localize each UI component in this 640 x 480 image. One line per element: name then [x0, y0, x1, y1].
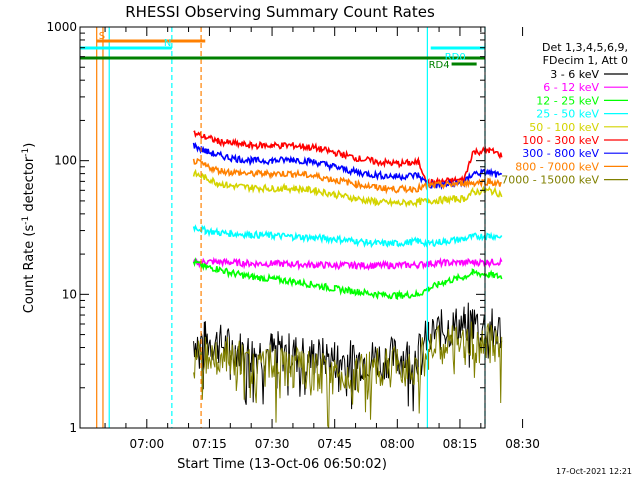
state-bar-label: N [164, 38, 171, 49]
x-tick-label: 07:45 [317, 437, 352, 451]
chart-title: RHESSI Observing Summary Count Rates [125, 3, 435, 21]
y-tick-label: 1 [69, 421, 77, 435]
legend-label-3: 12 - 25 keV [536, 94, 599, 107]
x-tick-label: 07:30 [255, 437, 290, 451]
legend-label-9: 7000 - 15000 keV [501, 174, 599, 187]
legend-label-6: 100 - 300 keV [522, 134, 599, 147]
plot-frame [79, 26, 486, 429]
timestamp: 17-Oct-2021 12:21 [556, 467, 632, 476]
legend-label-1: 3 - 6 keV [550, 68, 599, 81]
x-tick-label: 07:00 [130, 437, 165, 451]
series-trace-8 [192, 157, 502, 195]
y-tick-label: 1000 [46, 20, 77, 34]
series-trace-2 [192, 256, 503, 271]
y-axis: 1 10 100 1000 [46, 20, 485, 435]
x-tick-label: 08:15 [443, 437, 478, 451]
series-trace-9 [193, 321, 503, 429]
series-trace-5 [192, 168, 503, 209]
legend-label-7: 300 - 800 keV [522, 147, 599, 160]
series-trace-4 [192, 224, 503, 249]
x-tick-label: 07:15 [192, 437, 227, 451]
series-trace-3 [192, 256, 503, 300]
legend-label-5: 50 - 100 keV [529, 121, 599, 134]
legend: Det 1,3,4,5,6,9, FDecim 1, Att 0 3 - 6 k… [501, 41, 628, 187]
y-axis-label: Count Rate (s-1 detector-1) [21, 143, 37, 314]
legend-header-line-1: Det 1,3,4,5,6,9, [542, 41, 628, 54]
x-tick-label: 08:00 [380, 437, 415, 451]
legend-label-8: 800 - 7000 keV [515, 160, 599, 173]
state-bar-label: S [99, 31, 105, 42]
y-tick-label: 10 [62, 287, 77, 301]
legend-header-line-2: FDecim 1, Att 0 [543, 54, 628, 67]
state-bar-label: RD4 [429, 60, 450, 71]
state-bar-label: RD0 [445, 52, 466, 63]
x-tick-label: 08:30 [505, 437, 540, 451]
legend-label-2: 6 - 12 keV [543, 81, 599, 94]
legend-label-4: 25 - 50 keV [536, 108, 599, 121]
series-trace-6 [193, 130, 503, 189]
x-axis: 07:00 07:15 07:30 07:45 08:00 08:15 08:30 [104, 27, 540, 451]
y-tick-label: 100 [54, 154, 77, 168]
x-axis-label: Start Time (13-Oct-06 06:50:02) [177, 457, 387, 472]
